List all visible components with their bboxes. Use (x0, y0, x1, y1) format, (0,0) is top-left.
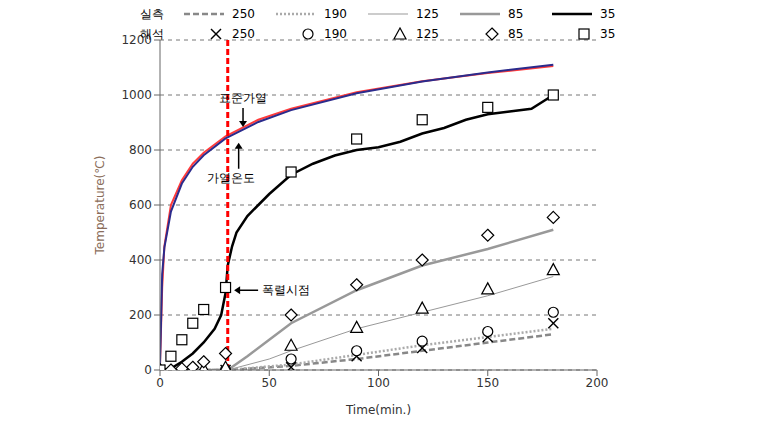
html-text:해석: 해석 (140, 26, 164, 41)
svg-text:1000: 1000 (121, 88, 152, 102)
html-text:35: 35 (600, 27, 616, 41)
html-text:190: 190 (324, 27, 347, 41)
html-text:85: 85 (508, 7, 524, 21)
html-text:125: 125 (416, 27, 439, 41)
svg-text:600: 600 (129, 198, 152, 212)
svg-text:200: 200 (586, 376, 609, 390)
svg-text:0: 0 (156, 376, 164, 390)
html-text:250: 250 (232, 27, 255, 41)
svg-text:400: 400 (129, 253, 152, 267)
svg-text:50: 50 (262, 376, 277, 390)
html-text:85: 85 (508, 27, 524, 41)
svg-text:가열온도: 가열온도 (207, 171, 255, 185)
svg-text:800: 800 (129, 143, 152, 157)
html-text:35: 35 (600, 7, 616, 21)
svg-text:0: 0 (144, 363, 152, 377)
svg-text:폭렬시점: 폭렬시점 (262, 283, 310, 297)
svg-text:200: 200 (129, 308, 152, 322)
svg-text:Temperature(℃): Temperature(℃) (93, 156, 107, 256)
html-text:190: 190 (324, 7, 347, 21)
html-text:실측: 실측 (140, 6, 164, 21)
html-text:125: 125 (416, 7, 439, 21)
html-text:250: 250 (232, 7, 255, 21)
svg-text:100: 100 (367, 376, 390, 390)
svg-text:Time(min.): Time(min.) (345, 403, 411, 417)
svg-text:150: 150 (476, 376, 499, 390)
svg-text:표준가열: 표준가열 (219, 91, 267, 105)
svg-text:1200: 1200 (121, 33, 152, 48)
